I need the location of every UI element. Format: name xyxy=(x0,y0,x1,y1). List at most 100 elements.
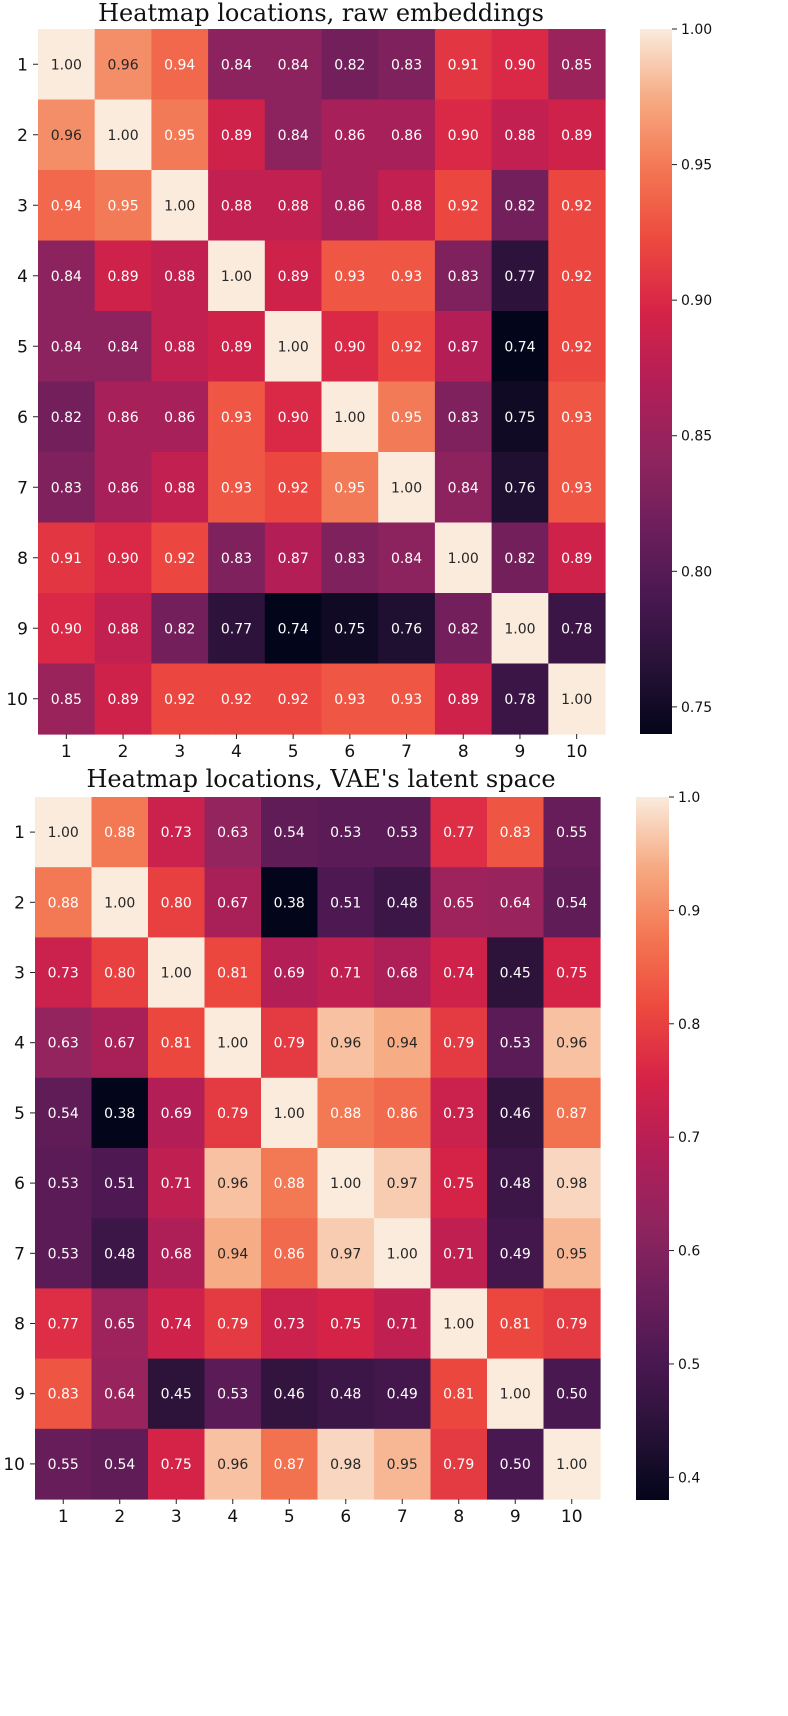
heatmap-cell xyxy=(148,1148,206,1219)
cell-value-label: 0.96 xyxy=(330,1036,361,1052)
heatmap-cell xyxy=(148,1288,206,1360)
cell-value-label: 0.90 xyxy=(448,128,479,144)
heatmap-cell xyxy=(543,1358,601,1430)
heatmap-cell xyxy=(208,170,266,242)
cell-value-label: 0.92 xyxy=(164,692,195,708)
x-tick-label: 8 xyxy=(453,1507,464,1527)
cell-value-label: 0.65 xyxy=(443,895,474,911)
cell-value-label: 0.64 xyxy=(500,895,531,911)
x-tick-label: 8 xyxy=(458,742,469,762)
heatmap-cell xyxy=(208,311,266,383)
heatmap-cell xyxy=(204,937,262,1009)
heatmap-cell xyxy=(487,1148,545,1219)
cell-value-label: 0.88 xyxy=(164,269,195,285)
cell-value-label: 0.83 xyxy=(221,551,252,567)
cell-value-label: 0.95 xyxy=(164,128,195,144)
heatmap-cell xyxy=(491,381,549,453)
cell-value-label: 0.79 xyxy=(443,1036,474,1052)
cell-value-label: 0.65 xyxy=(104,1317,135,1333)
cell-value-label: 0.50 xyxy=(556,1387,587,1403)
cell-value-label: 1.00 xyxy=(48,825,79,841)
cell-value-label: 0.71 xyxy=(387,1317,418,1333)
heatmap-cell xyxy=(264,99,323,171)
cell-value-label: 0.67 xyxy=(217,895,248,911)
cell-value-label: 0.80 xyxy=(161,895,192,911)
cell-value-label: 0.77 xyxy=(504,269,535,285)
heatmap-cell xyxy=(487,1218,545,1289)
heatmap-cell xyxy=(487,1288,545,1360)
colorbar-tick-label: 1.00 xyxy=(681,22,712,38)
cell-value-label: 0.64 xyxy=(104,1387,135,1403)
heatmap-cell xyxy=(35,937,93,1009)
heatmap-cell xyxy=(94,381,152,453)
cell-value-label: 0.53 xyxy=(48,1176,79,1192)
cell-value-label: 0.82 xyxy=(448,621,479,637)
heatmap-cell xyxy=(548,593,606,665)
cell-value-label: 0.92 xyxy=(448,198,479,214)
heatmap-cell xyxy=(94,663,152,735)
heatmap-cell xyxy=(487,937,545,1009)
cell-value-label: 1.00 xyxy=(504,621,535,637)
cell-value-label: 1.00 xyxy=(387,1246,418,1262)
heatmap-cell xyxy=(378,170,436,242)
cell-value-label: 0.81 xyxy=(443,1387,474,1403)
cell-value-label: 0.74 xyxy=(504,339,535,355)
cell-value-label: 0.53 xyxy=(48,1246,79,1262)
cell-value-label: 0.71 xyxy=(161,1176,192,1192)
cell-value-label: 0.76 xyxy=(391,621,422,637)
cell-value-label: 0.92 xyxy=(221,692,252,708)
heatmap-cell xyxy=(261,1148,319,1219)
heatmap-cell xyxy=(264,522,323,594)
colorbar-tick-label: 0.4 xyxy=(678,1470,700,1486)
cell-value-label: 0.84 xyxy=(107,339,138,355)
cell-value-label: 0.89 xyxy=(107,692,138,708)
cell-value-label: 0.75 xyxy=(443,1176,474,1192)
cell-value-label: 0.88 xyxy=(330,1106,361,1122)
heatmap-cell xyxy=(543,937,601,1009)
heatmap-cell xyxy=(204,1288,262,1360)
heatmap-cell xyxy=(148,1007,206,1079)
cell-value-label: 0.73 xyxy=(48,966,79,982)
heatmap-cell xyxy=(38,99,96,171)
heatmap-cell xyxy=(374,1077,432,1149)
heatmap-cell xyxy=(430,1148,488,1219)
heatmap-cell xyxy=(148,1218,206,1289)
cell-value-label: 0.86 xyxy=(387,1106,418,1122)
heatmap-cell xyxy=(35,1148,93,1219)
y-tick-label: 6 xyxy=(17,408,28,428)
heatmap-cell xyxy=(208,99,266,171)
cell-value-label: 0.78 xyxy=(561,621,592,637)
cell-value-label: 0.87 xyxy=(274,1457,305,1473)
heatmap-cell xyxy=(374,937,432,1009)
heatmap-cell xyxy=(35,1288,93,1360)
cell-value-label: 0.53 xyxy=(217,1387,248,1403)
heatmap-cell xyxy=(208,522,266,594)
cell-value-label: 1.00 xyxy=(161,966,192,982)
heatmap-cell xyxy=(35,1007,93,1079)
cell-value-label: 0.84 xyxy=(51,339,82,355)
y-tick-label: 7 xyxy=(14,1244,25,1264)
cell-value-label: 0.90 xyxy=(334,339,365,355)
heatmap-cell xyxy=(543,1218,601,1289)
heatmap-cell xyxy=(264,381,323,453)
heatmap-cell xyxy=(208,240,266,312)
cell-value-label: 0.86 xyxy=(107,410,138,426)
heatmap-cell xyxy=(321,29,379,101)
heatmap-panel-1: Heatmap locations, raw embeddings 1.00 0.9… xyxy=(6,0,712,762)
cell-value-label: 0.53 xyxy=(387,825,418,841)
cell-value-label: 0.88 xyxy=(107,621,138,637)
heatmap-cell xyxy=(38,381,96,453)
cell-value-label: 0.95 xyxy=(556,1246,587,1262)
x-tick-label: 6 xyxy=(344,742,355,762)
heatmap-cell xyxy=(434,99,493,171)
heatmap-cell xyxy=(317,797,375,868)
heatmap-cell xyxy=(321,240,379,312)
cell-value-label: 0.84 xyxy=(448,480,479,496)
cell-value-label: 0.75 xyxy=(161,1457,192,1473)
cell-value-label: 0.88 xyxy=(104,825,135,841)
cell-value-label: 0.95 xyxy=(391,410,422,426)
heatmap-cell xyxy=(430,797,488,868)
y-tick-label: 2 xyxy=(17,126,28,146)
colorbar-tick-label: 0.8 xyxy=(678,1017,700,1033)
heatmap-cell xyxy=(264,663,323,735)
